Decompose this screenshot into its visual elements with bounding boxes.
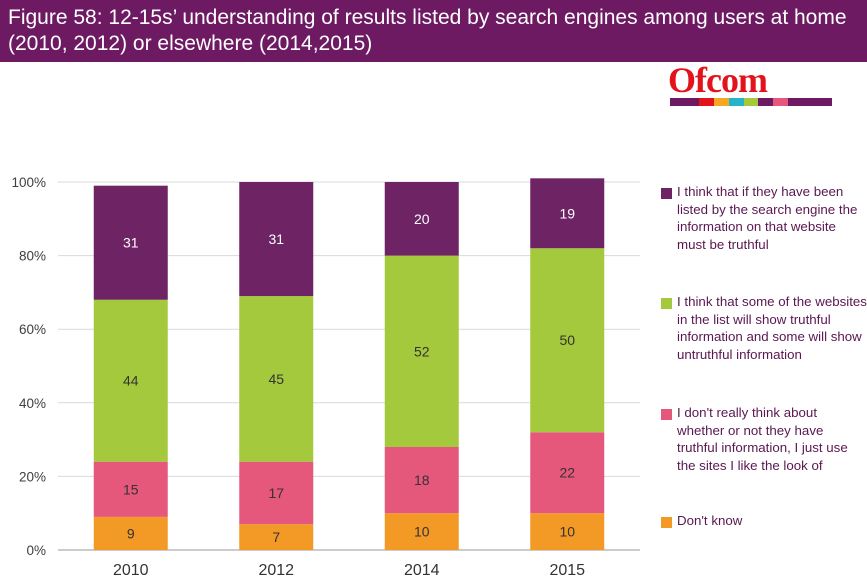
bar-segment (384, 513, 459, 550)
data-label: 10 (559, 524, 575, 540)
bar-segment (384, 255, 459, 447)
ofcom-logo: Ofcom (668, 60, 834, 110)
bar-segment (239, 461, 314, 525)
legend-swatch (661, 298, 672, 309)
bar-segment (239, 182, 314, 297)
title-banner: Figure 58: 12-15s’ understanding of resu… (0, 0, 867, 62)
bar-segment (93, 185, 168, 300)
bar-segment (239, 296, 314, 462)
data-label: 20 (414, 211, 430, 227)
data-label: 9 (127, 525, 135, 541)
logo-stripe-segment (802, 98, 818, 106)
x-tick-label: 2014 (404, 562, 440, 579)
logo-stripe-segment (670, 98, 685, 106)
logo-stripe-segment (787, 98, 803, 106)
data-label: 45 (268, 371, 284, 387)
bar-segment (93, 461, 168, 517)
legend-label: I think that if they have been listed by… (677, 184, 858, 252)
bar-segment (530, 248, 605, 433)
y-tick-label: 40% (19, 396, 46, 411)
data-label: 15 (123, 481, 139, 497)
data-label: 52 (414, 343, 430, 359)
x-tick-label: 2010 (113, 562, 149, 579)
legend-swatch (661, 409, 672, 420)
legend-label: I think that some of the websites in the… (677, 294, 867, 362)
bar-segment (384, 446, 459, 514)
data-label: 10 (414, 524, 430, 540)
y-tick-label: 0% (26, 543, 46, 558)
data-label: 31 (268, 231, 284, 247)
bar-segment (530, 178, 605, 249)
data-label: 22 (559, 465, 575, 481)
x-tick-label: 2012 (258, 562, 294, 579)
bar-segment (384, 182, 459, 256)
bar-segment (239, 524, 314, 550)
data-label: 44 (123, 373, 139, 389)
x-tick-label: 2015 (549, 562, 585, 579)
logo-stripe-segment (714, 98, 729, 106)
bar-segment (530, 432, 605, 514)
legend-label: I don't really think about whether or no… (677, 405, 848, 473)
logo-stripe-segment (773, 98, 788, 106)
y-tick-label: 60% (19, 322, 46, 337)
logo-stripe-segment (817, 98, 833, 106)
legend-label: Don't know (677, 513, 743, 528)
logo-stripe-segment (699, 98, 715, 106)
data-label: 17 (268, 485, 284, 501)
y-tick-label: 20% (19, 469, 46, 484)
logo-stripe (670, 98, 833, 106)
y-tick-label: 100% (11, 175, 46, 190)
data-label: 31 (123, 235, 139, 251)
bar-segment (93, 299, 168, 462)
logo-stripe-segment (684, 98, 700, 106)
bar-segment (93, 516, 168, 550)
data-label: 50 (559, 332, 575, 348)
legend-swatch (661, 517, 672, 528)
logo-stripe-segment (728, 98, 744, 106)
logo-stripe-segment (758, 98, 774, 106)
data-label: 7 (272, 529, 280, 545)
logo-text: Ofcom (668, 60, 768, 100)
data-label: 18 (414, 472, 430, 488)
chart-title: Figure 58: 12-15s’ understanding of resu… (8, 6, 847, 55)
logo-stripe-segment (743, 98, 759, 106)
y-tick-label: 80% (19, 249, 46, 264)
legend-swatch (661, 188, 672, 199)
bar-segment (530, 513, 605, 550)
data-label: 19 (559, 205, 575, 221)
